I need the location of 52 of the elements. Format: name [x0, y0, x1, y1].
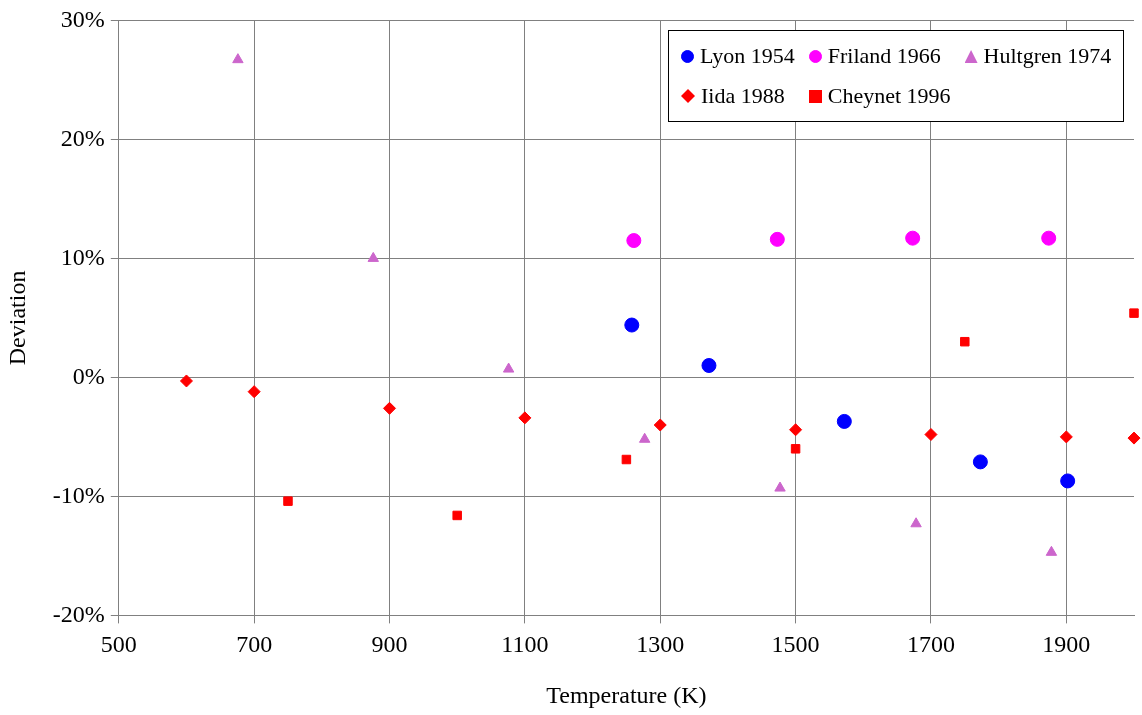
point — [910, 517, 922, 528]
y-tick-label: 10% — [60, 243, 105, 270]
point — [1127, 431, 1141, 445]
point — [1041, 230, 1057, 246]
x-tick-label: 1900 — [1042, 631, 1091, 658]
point — [626, 233, 642, 249]
point — [1129, 308, 1139, 318]
point — [836, 413, 852, 429]
point — [960, 336, 970, 347]
legend-label: Iida 1988 — [701, 83, 785, 110]
point — [1045, 545, 1058, 556]
x-axis-title: Temperature (K) — [546, 681, 707, 708]
point — [452, 510, 462, 521]
point — [283, 496, 293, 506]
point — [790, 444, 801, 454]
point — [774, 481, 786, 492]
point — [383, 401, 397, 415]
point — [367, 251, 379, 262]
point — [653, 418, 667, 432]
point — [621, 454, 632, 465]
point — [638, 432, 651, 443]
point — [972, 454, 988, 470]
x-tick-label: 1500 — [771, 631, 820, 658]
point — [247, 385, 261, 399]
y-tick-label: -10% — [52, 481, 105, 508]
point — [1060, 473, 1076, 489]
legend-label: Lyon 1954 — [700, 43, 795, 70]
x-tick-label: 700 — [236, 631, 273, 658]
x-tick-label: 500 — [100, 631, 137, 658]
point — [701, 358, 717, 373]
y-tick-label: 0% — [72, 362, 105, 389]
point — [789, 423, 803, 437]
point — [1059, 430, 1073, 444]
x-tick-label: 1100 — [501, 631, 549, 658]
y-tick-label: 30% — [60, 5, 105, 32]
y-axis-title: Deviation — [3, 270, 30, 366]
x-tick-label: 1700 — [906, 631, 955, 658]
x-tick-label: 1300 — [636, 631, 685, 658]
point — [518, 411, 532, 425]
point — [905, 230, 921, 246]
y-tick-label: -20% — [52, 600, 105, 627]
point — [769, 231, 785, 247]
point — [624, 317, 640, 333]
legend-label: Friland 1966 — [827, 43, 941, 70]
legend-label: Hultgren 1974 — [983, 43, 1112, 70]
y-tick-label: 20% — [60, 124, 105, 151]
point — [502, 362, 515, 373]
x-tick-label: 900 — [371, 631, 408, 658]
point — [232, 53, 244, 64]
point — [924, 428, 938, 442]
legend-label: Cheynet 1996 — [827, 83, 951, 110]
point — [179, 374, 193, 388]
